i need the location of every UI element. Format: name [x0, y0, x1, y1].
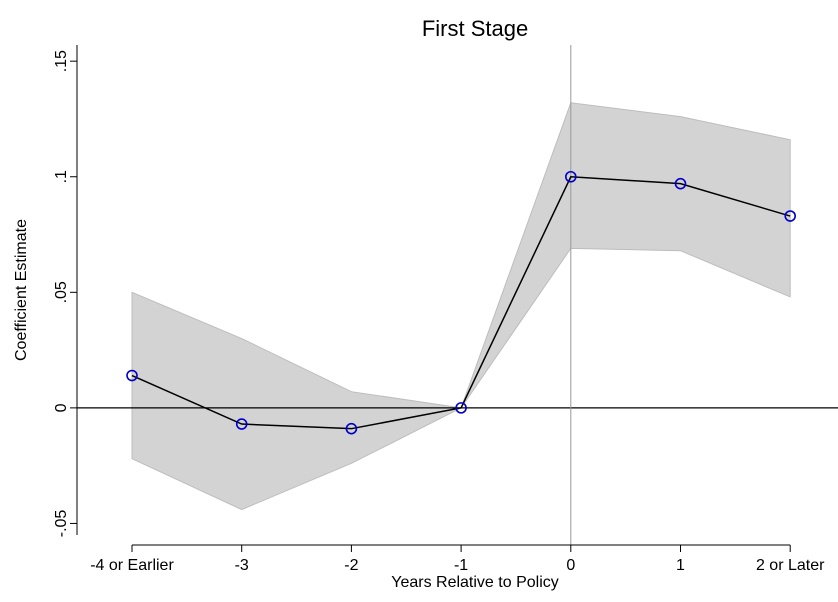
- estimate-marker: [455, 402, 467, 414]
- y-tick-label: .05: [53, 281, 70, 303]
- estimate-marker: [235, 418, 248, 430]
- confidence-band: [131, 102, 791, 511]
- y-axis-label: Coefficient Estimate: [13, 219, 30, 361]
- estimate-marker: [345, 422, 358, 435]
- estimate-marker: [564, 170, 577, 183]
- chart-title: First Stage: [422, 16, 528, 41]
- x-tick-label: 2 or Later: [756, 557, 825, 574]
- x-tick-label: -2: [344, 557, 358, 574]
- x-tick-label: 1: [676, 557, 685, 574]
- estimate-marker: [126, 369, 138, 382]
- estimate-marker: [784, 210, 797, 222]
- x-tick-label: -3: [235, 557, 249, 574]
- x-axis-label: Years Relative to Policy: [391, 574, 559, 591]
- y-tick-label: -.05: [53, 510, 70, 538]
- y-tick-label: 0: [53, 403, 70, 412]
- x-tick-label: -1: [454, 557, 468, 574]
- y-tick-label: .1: [53, 170, 70, 183]
- x-tick-label: -4 or Earlier: [90, 557, 174, 574]
- estimate-marker: [674, 177, 687, 190]
- y-tick-label: .15: [53, 50, 70, 72]
- x-tick-label: 0: [566, 557, 575, 574]
- estimate-line: [131, 175, 791, 430]
